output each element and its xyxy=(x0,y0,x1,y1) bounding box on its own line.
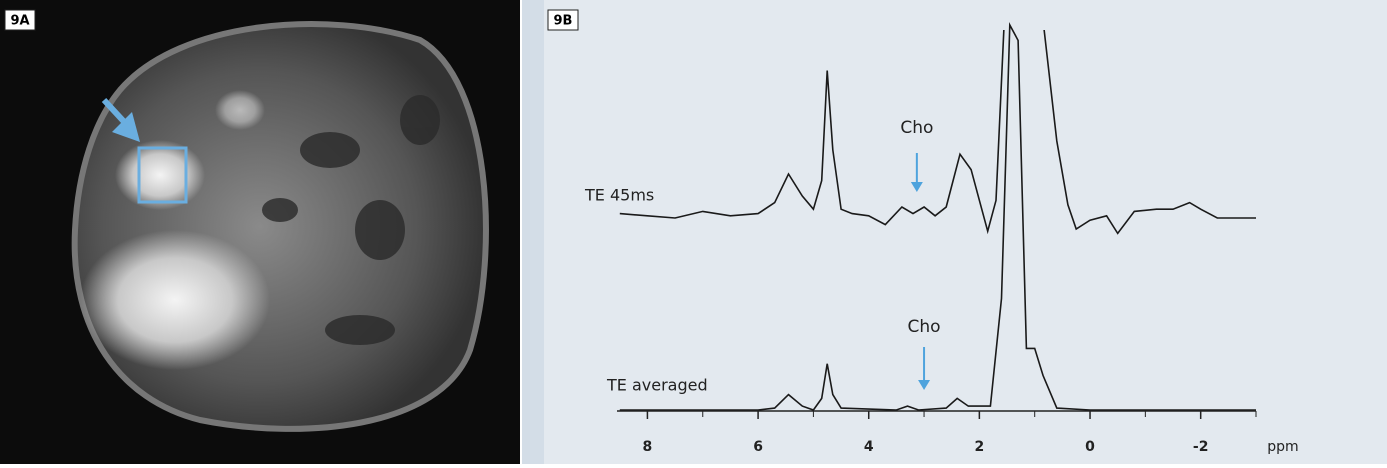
x-tick-label: 2 xyxy=(975,439,985,455)
panel-label-box xyxy=(547,9,579,31)
x-tick-label: -2 xyxy=(1193,439,1209,455)
series-group xyxy=(619,30,1256,235)
spectrum-line xyxy=(619,30,1256,235)
panel-label-box xyxy=(4,9,36,31)
spectrum-panel xyxy=(522,0,1387,464)
x-tick-label: 4 xyxy=(864,439,874,455)
series-label: TE averaged xyxy=(606,376,708,395)
x-tick-label: 0 xyxy=(1085,439,1095,455)
x-tick-label: 8 xyxy=(643,439,653,455)
annotation: Cho xyxy=(908,317,941,337)
series-label: TE 45ms xyxy=(584,186,654,205)
spectrum-line xyxy=(619,21,1256,411)
x-tick-label: 6 xyxy=(753,439,763,455)
series-group xyxy=(619,21,1256,411)
x-axis-label: ppm xyxy=(1267,439,1298,455)
annotation-arrowhead xyxy=(910,182,923,192)
panel-edge xyxy=(522,0,544,464)
panel-label: 9A xyxy=(10,14,29,29)
mri-image xyxy=(0,0,520,464)
panel-label: 9B xyxy=(554,14,573,29)
annotation-arrowhead xyxy=(918,380,931,390)
annotation: Cho xyxy=(900,118,933,138)
